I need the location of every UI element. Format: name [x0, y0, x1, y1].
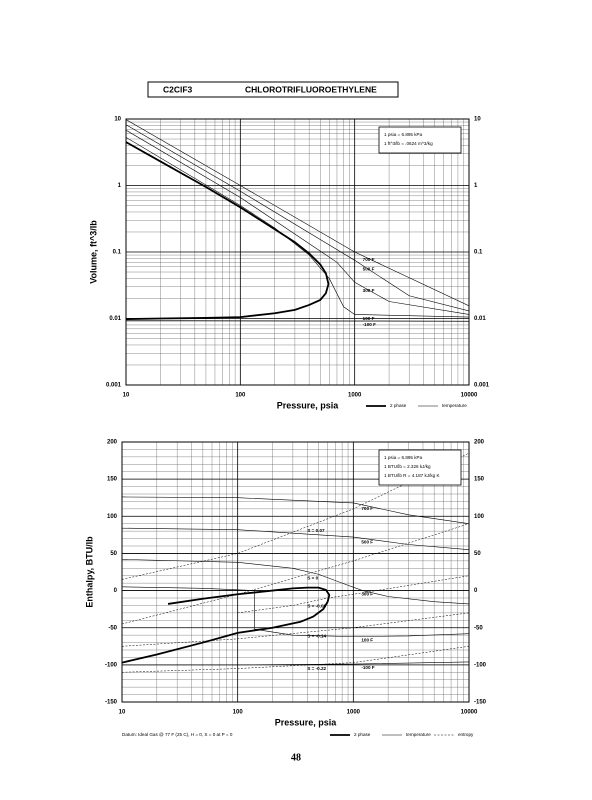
y-tick-label-right: 50 [474, 551, 481, 557]
y-tick-label: 150 [107, 477, 118, 483]
temperature-line [126, 124, 469, 312]
temperature-line [122, 559, 469, 605]
y-tick-label-right: -150 [474, 700, 487, 706]
formula: C2ClF3 [163, 84, 193, 94]
y-tick-label: -150 [105, 700, 118, 706]
x-tick-label: 10000 [461, 710, 478, 716]
note-text: 1 BTU/lb = 2.326 kJ/kg [384, 464, 431, 469]
temperature-line [122, 496, 469, 525]
y-tick-label: 0.001 [106, 383, 122, 389]
entropy-line [122, 646, 469, 673]
curve-label: 500 F [363, 267, 375, 272]
note-text: 1 psia = 6.895 kPa [384, 132, 423, 137]
note-text: 1 ft^3/lb = .0624 m^3/kg [384, 141, 433, 146]
y-tick-label-right: -50 [474, 625, 483, 631]
y-tick-label-right: 150 [474, 477, 485, 483]
y-axis-label: Volume, ft^3/lb [88, 220, 98, 284]
y-tick-label: 1 [118, 183, 122, 189]
temperature-line [126, 129, 469, 315]
plot-area [122, 442, 469, 702]
y-tick-label: 0.01 [109, 316, 121, 322]
y-tick-label-right: 10 [474, 117, 481, 123]
temperature-line [126, 320, 469, 322]
curve-label: S = 0.07 [307, 528, 325, 533]
x-tick-label: 100 [235, 393, 246, 399]
curve-label: S = -0.08 [307, 604, 326, 609]
header-box [147, 81, 399, 98]
note-box [378, 449, 462, 486]
curve-label: 500 F [361, 539, 373, 544]
page-number: 48 [291, 752, 301, 763]
entropy-line [122, 612, 469, 647]
footnote: Datum: Ideal Gas @ 77 F (25 C), H = 0, S… [122, 732, 233, 737]
x-tick-label: 10 [123, 393, 130, 399]
legend-label: 2 phase [354, 732, 371, 737]
x-axis-label: Pressure, psia [277, 400, 340, 410]
curve-label: S = -0.22 [307, 666, 326, 671]
x-tick-label: 100 [233, 710, 244, 716]
legend-label: temperature [406, 732, 431, 737]
note-text: 1 psia = 6.895 kPa [384, 455, 423, 460]
temperature-line [122, 527, 469, 551]
legend-label: entropy [458, 732, 474, 737]
y-tick-label-right: 100 [474, 514, 485, 520]
curve-label: 100 F [361, 638, 373, 643]
temperature-line [122, 586, 469, 637]
y-tick-label-right: 200 [474, 440, 485, 446]
x-tick-label: 1000 [348, 393, 362, 399]
entropy-line [237, 575, 469, 614]
x-tick-label: 1000 [347, 710, 361, 716]
plot-frame [121, 441, 470, 703]
y-tick-label: 10 [114, 117, 121, 123]
legend-label: 2 phase [390, 403, 407, 408]
plot-area [126, 119, 469, 385]
entropy-line [122, 523, 469, 625]
two-phase-line [126, 141, 330, 320]
temperature-line [126, 137, 469, 318]
curve-label: 700 F [361, 506, 373, 511]
plot-frame [125, 118, 470, 386]
curve-label: S = 0 [307, 575, 318, 580]
compound-name: CHLOROTRIFLUOROETHYLENE [245, 84, 377, 94]
y-tick-label: -100 [105, 662, 118, 668]
curve-label: -100 F [361, 665, 374, 670]
y-axis-label: Enthalpy, BTU/lb [84, 536, 94, 608]
y-tick-label-right: 0.1 [474, 250, 483, 256]
x-axis-label: Pressure, psia [275, 717, 338, 727]
curve-label: 100 F [363, 316, 375, 321]
y-tick-label-right: 0.001 [474, 383, 490, 389]
note-box [378, 126, 462, 154]
x-tick-label: 10 [119, 710, 126, 716]
y-tick-label: 200 [107, 440, 118, 446]
curve-label: 300 F [363, 288, 375, 293]
legend-label: temperature [442, 403, 467, 408]
y-tick-label-right: 1 [474, 183, 478, 189]
curve-label: 700 F [363, 257, 375, 262]
y-tick-label: -50 [108, 625, 117, 631]
y-tick-label-right: -100 [474, 662, 487, 668]
note-text: 1 BTU/lb R = 4.187 kJ/kg K [384, 473, 440, 478]
temperature-line [122, 661, 469, 666]
temperature-line [126, 119, 469, 307]
curve-label: S = -0.14 [307, 633, 326, 638]
y-tick-label: 100 [107, 514, 118, 520]
y-tick-label: 0.1 [113, 250, 122, 256]
y-tick-label: 50 [110, 551, 117, 557]
curve-label: 300 F [361, 591, 373, 596]
curve-label: -100 F [363, 322, 376, 327]
y-tick-label-right: 0.01 [474, 316, 486, 322]
two-phase-line [122, 586, 331, 664]
y-tick-label-right: 0 [474, 588, 478, 594]
x-tick-label: 10000 [461, 393, 478, 399]
y-tick-label: 0 [114, 588, 118, 594]
